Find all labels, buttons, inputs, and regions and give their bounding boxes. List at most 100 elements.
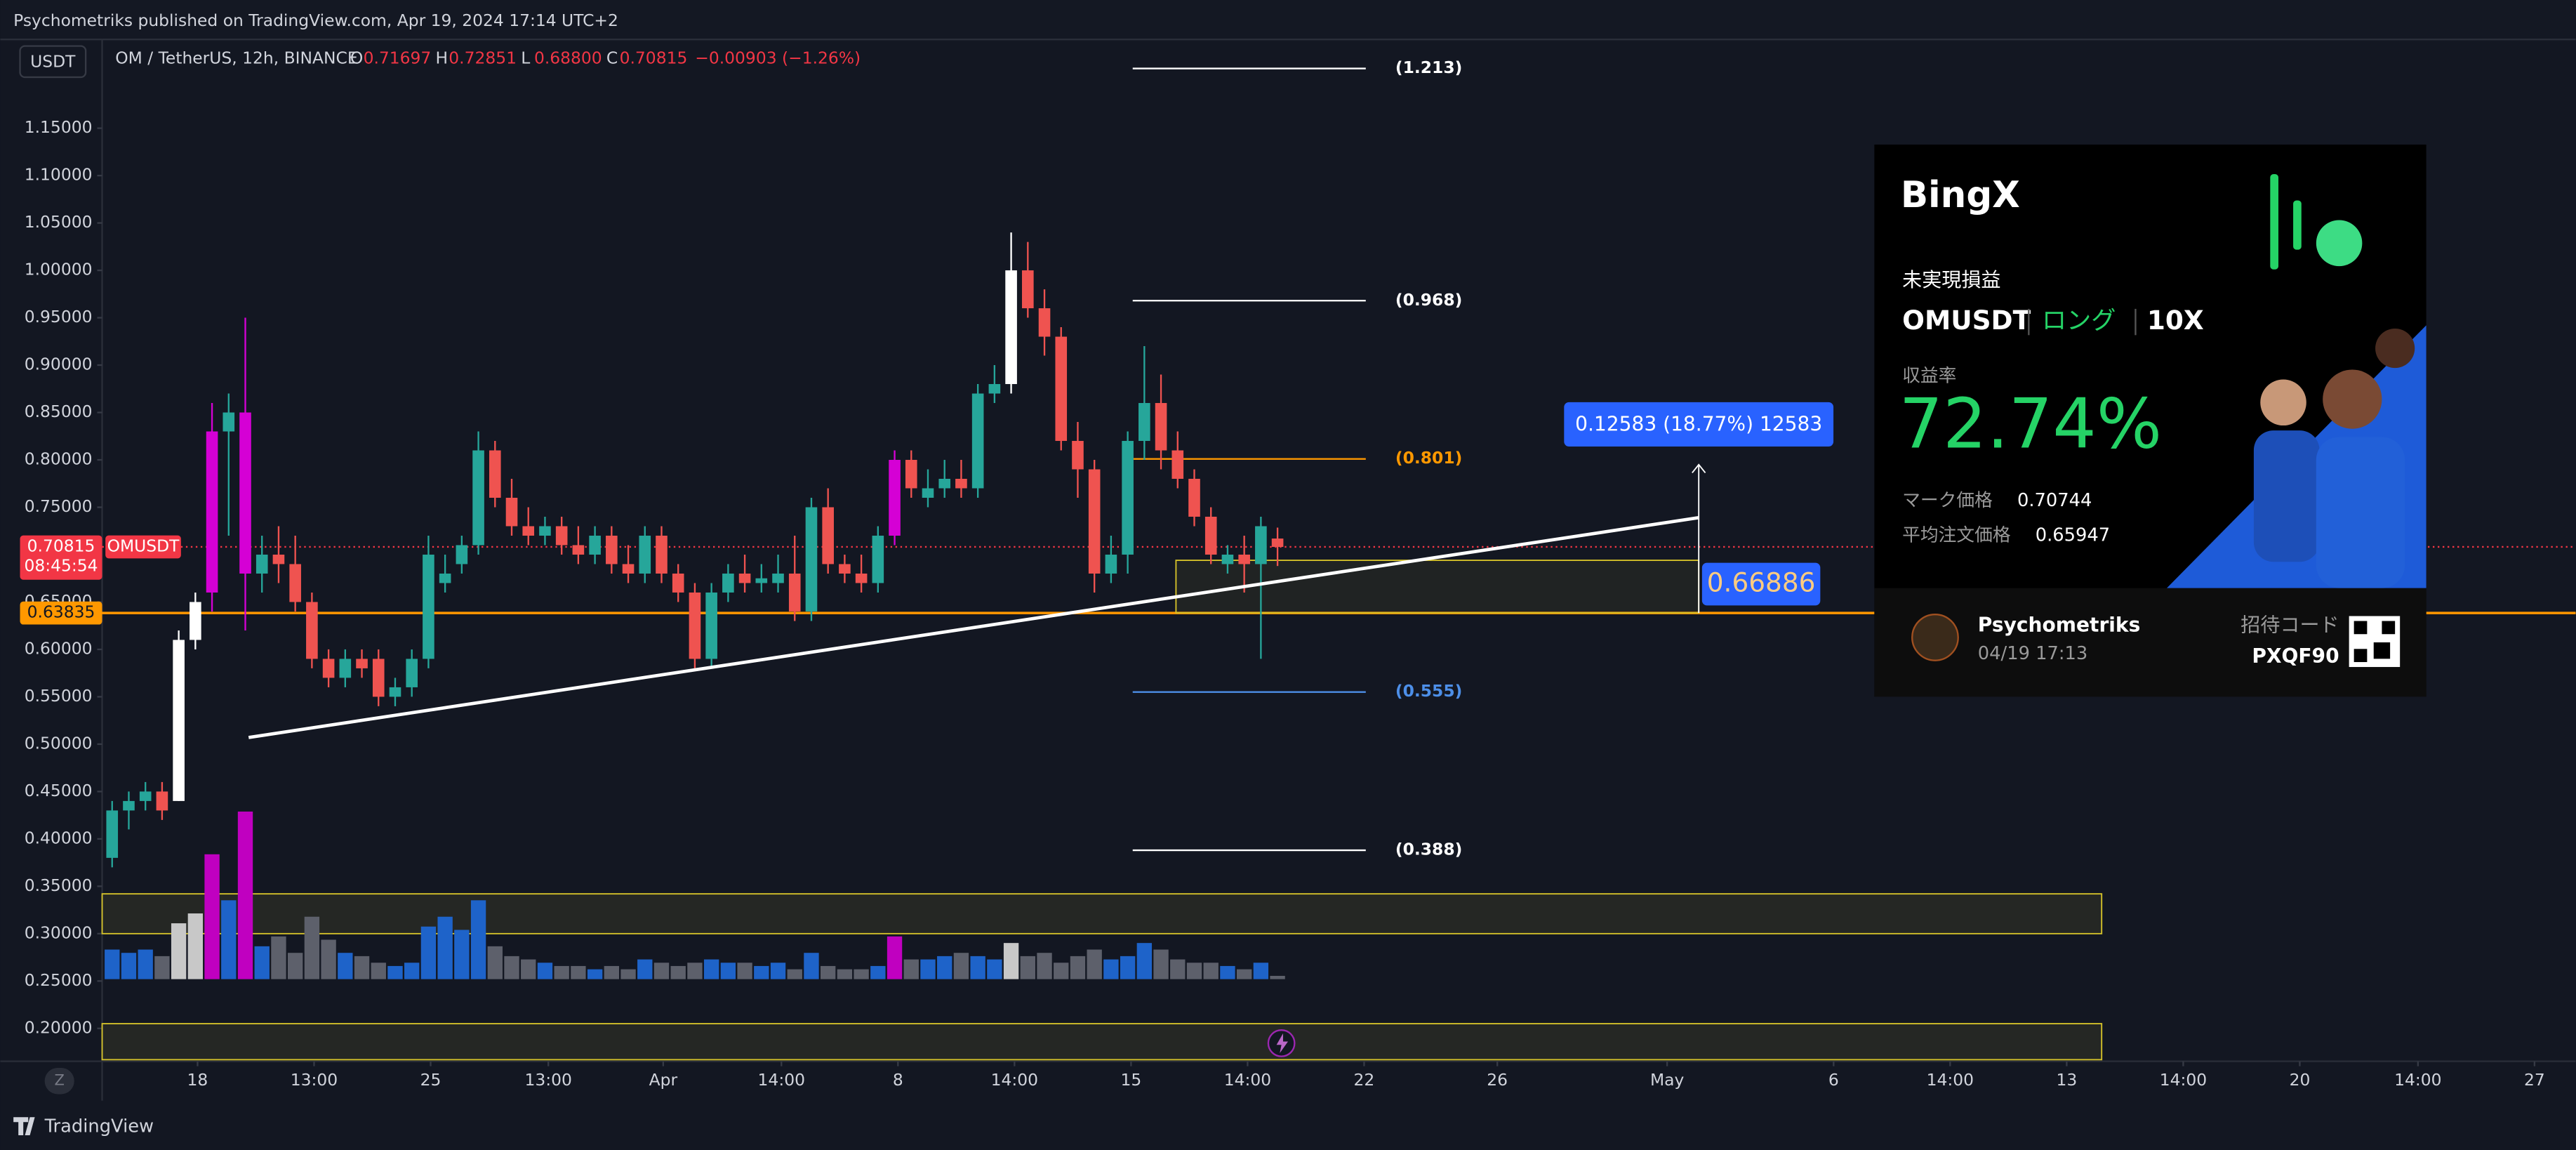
x-tick-label: 13:00 [291,1070,338,1090]
volume-bar [420,926,437,979]
volume-bar [287,953,303,979]
volume-bar [1003,943,1019,979]
timezone-button[interactable] [44,1068,74,1095]
volume-bar [821,965,836,979]
last-price-label: 0.70815 [27,536,95,555]
x-tick-label: 27 [2524,1070,2545,1090]
legend-key: O [350,48,363,68]
candle-body [239,412,251,574]
volume-bar [637,959,653,979]
legend-key: C [606,48,618,68]
volume-bar [304,916,320,979]
legend-title: OM / TetherUS, 12h, BINANCE [115,48,357,68]
volume-bar [953,953,969,979]
volume-bar [338,953,353,979]
legend-key: L [521,48,530,68]
candle-body [190,602,201,640]
candle-body [1255,526,1267,564]
y-tick-label: 0.40000 [25,828,93,847]
x-tick-label: 15 [1120,1070,1141,1090]
x-tick-label: 25 [420,1070,441,1090]
candle-body [489,450,501,498]
candle-body [889,460,901,536]
volume-bar [937,956,952,979]
volume-bar [920,959,936,979]
timezone-label: Z [54,1071,64,1089]
x-tick-label: 13:00 [524,1070,571,1090]
x-tick-label: 13 [2057,1070,2078,1090]
candle-body [272,554,285,564]
legend-change: −0.00903 (−1.26%) [695,48,861,68]
candle-body [322,659,335,678]
volume-bar [604,965,620,979]
qr-code [2353,621,2368,635]
y-tick-label: 0.75000 [25,496,93,516]
volume-bar [987,959,1002,979]
volume-bar [1236,969,1252,979]
candle-body [139,791,152,801]
candle-body [656,535,668,574]
volume-bar [105,949,120,979]
candle-body [1238,554,1250,564]
candle-body [472,450,484,546]
legend: OM / TetherUS, 12h, BINANCE O 0.71697 H 0.7… [115,48,861,68]
candle-body [505,497,518,527]
y-tick-label: 1.05000 [25,212,93,232]
x-tick-label: 14:00 [991,1070,1038,1090]
y-tick-label: 0.85000 [25,402,93,421]
card-invite-label: 招待コード [2240,614,2339,637]
card-avg-label: 平均注文価格 [1902,524,2011,546]
candle-body [223,412,235,432]
volume-bar [903,959,919,979]
volume-bar [1253,963,1269,979]
volume-bar [1070,956,1086,979]
hline-tag [20,601,102,625]
volume-bar [754,965,769,979]
card-pnl-label: 未実現損益 [1902,268,2000,291]
candle-body [689,592,701,659]
symbol-label: OMUSDT [107,536,180,555]
measure-label: 0.12583 (18.77%) 12583 [1575,413,1822,436]
candle-body [872,535,884,583]
y-tick-label: 0.30000 [25,923,93,942]
volume-bar [154,956,170,979]
volume-bar [1170,959,1186,979]
candle-body [456,545,468,564]
volume-bar [970,956,985,979]
card-avg-price: 0.65947 [2036,524,2110,546]
y-tick-label: 0.95000 [25,307,93,326]
x-tick-label: 26 [1487,1070,1508,1090]
volume-bar [770,963,786,979]
volume-bar [504,956,519,979]
position-price: 0.66886 [1707,567,1816,598]
legend-value: 0.71697 [364,48,432,68]
volume-bar [1153,949,1169,979]
y-tick-label: 0.35000 [25,875,93,895]
candle-body [1271,538,1284,547]
volume-bar [1037,953,1052,979]
volume-bar [554,965,569,979]
measure-label-box [1564,402,1834,447]
candle-body [905,460,917,489]
candle-body [1204,516,1217,555]
candle-body [672,573,684,593]
volume-bar [703,959,719,979]
card-time: 04/19 17:13 [1978,643,2088,664]
card-graphic [2316,437,2405,588]
footer-logo [13,1117,35,1135]
candle-body [622,564,635,574]
legend-key: H [436,48,449,68]
x-tick-label: 8 [893,1070,903,1090]
volume-bar [653,963,670,979]
candle-body [988,384,1001,394]
candle-body [971,393,984,489]
candle-body [1155,403,1167,451]
currency-button[interactable] [19,45,87,79]
volume-bar [321,939,336,979]
candle-body [1138,403,1150,442]
candle-body [839,564,851,574]
alert-icon [1276,1033,1288,1053]
card-invite-code: PXQF90 [2252,645,2339,668]
last-price-countdown: 08:45:54 [24,556,98,576]
